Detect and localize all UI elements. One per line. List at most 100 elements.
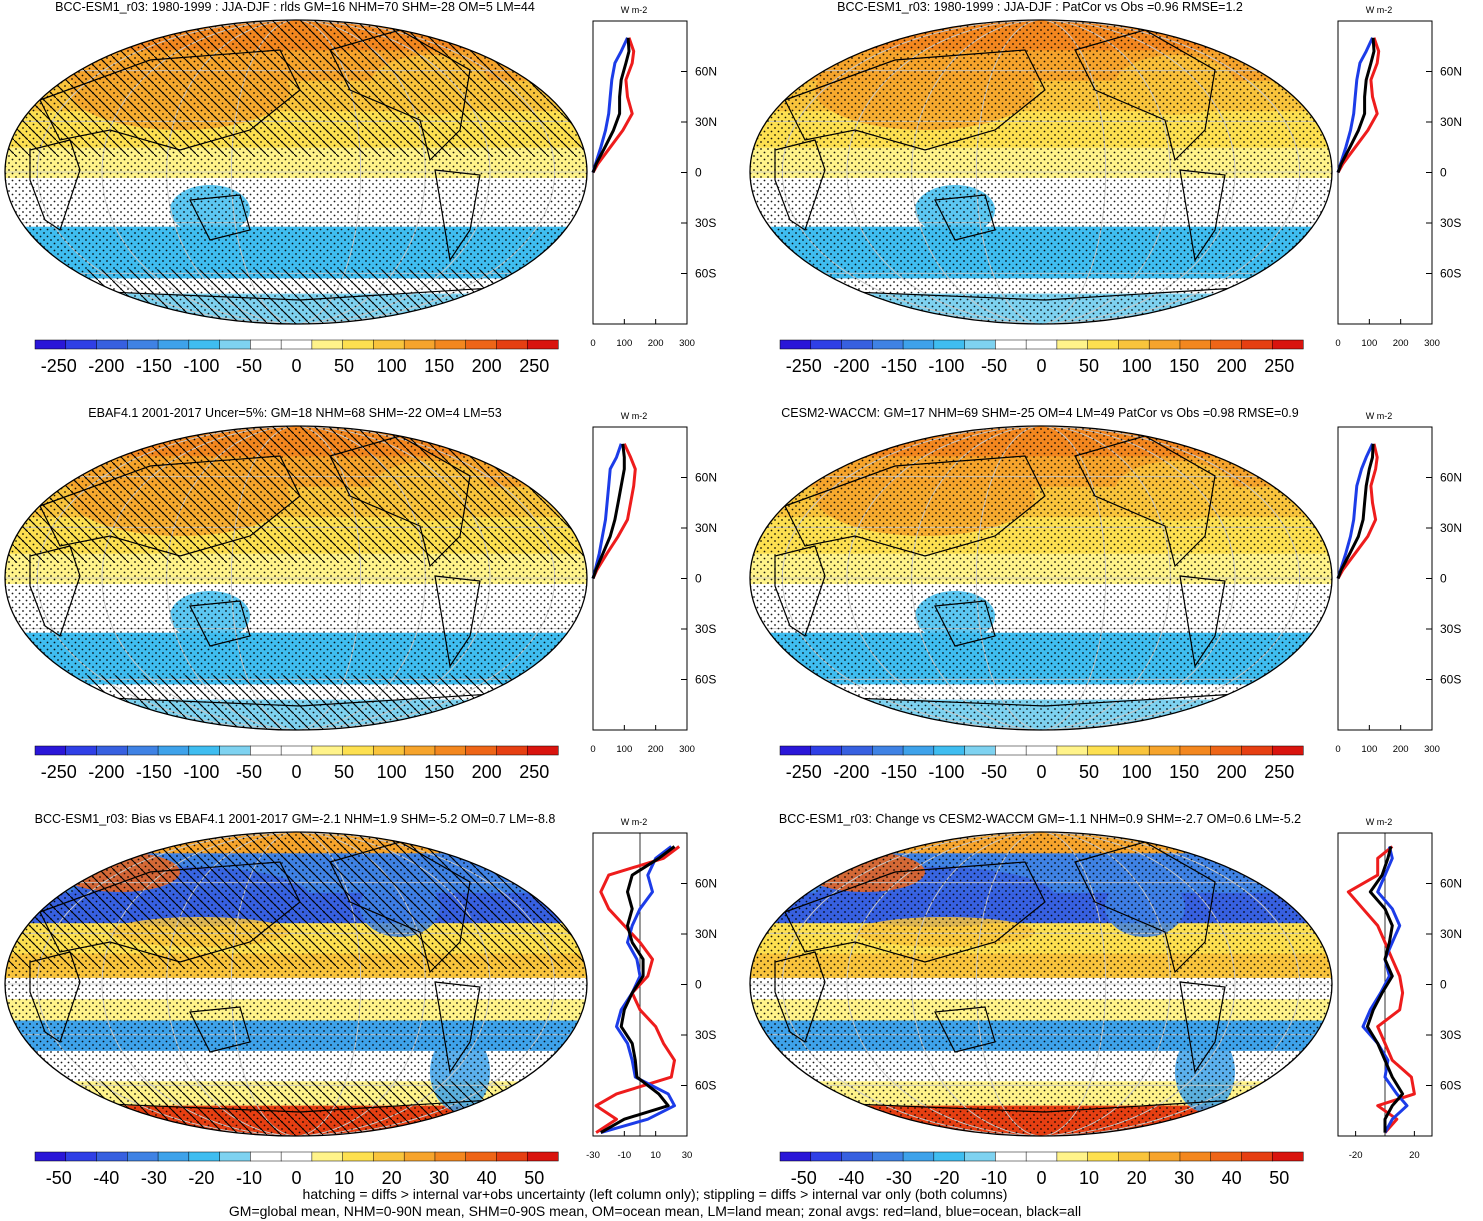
lat-tick-label: 30N	[695, 521, 717, 535]
profile-x-tick-label: -10	[617, 1150, 631, 1161]
colorbar-swatch	[526, 745, 559, 756]
profile-x-tick-label: 30	[682, 1150, 693, 1161]
colorbar-tick-label: -250	[786, 356, 822, 376]
colorbar-swatch	[810, 745, 843, 756]
panel-graphic: W m-2 60N 30N 0 30S 60S 0 100 200 300 -250 -200 -150…	[4, 5, 717, 376]
colorbar-swatch	[1118, 339, 1150, 350]
colorbar-swatch	[219, 339, 251, 350]
colorbar-swatch	[1148, 339, 1181, 350]
lat-tick-label: 60S	[1440, 267, 1461, 281]
profile-x-tick-label: 200	[1393, 338, 1409, 349]
colorbar-swatch	[434, 1151, 467, 1162]
colorbar-swatch	[373, 745, 405, 756]
profile-unit-label: W m-2	[1366, 5, 1393, 15]
colorbar-swatch	[373, 339, 405, 350]
colorbar-swatch	[496, 745, 528, 756]
colorbar-tick-label: 150	[1169, 762, 1199, 782]
colorbar-tick-label: 50	[334, 356, 354, 376]
colorbar-swatch	[872, 745, 904, 756]
panel-graphic: W m-2 60N 30N 0 30S 60S -30 -10 10 30 -50 -40 -30 -20…	[4, 817, 717, 1188]
colorbar-tick-label: -30	[141, 1168, 167, 1188]
stippling-overlay	[750, 832, 1332, 1136]
map-field	[750, 426, 1332, 730]
colorbar-tick-label: 200	[472, 356, 502, 376]
colorbar-tick-label: 10	[334, 1168, 354, 1188]
colorbar-swatch	[127, 1151, 159, 1162]
profile-frame	[1337, 426, 1433, 731]
profile-unit-label: W m-2	[621, 411, 648, 421]
colorbar-swatch	[157, 339, 190, 350]
colorbar-swatch	[219, 745, 251, 756]
colorbar-tick-label: 200	[472, 762, 502, 782]
colorbar-tick-label: 0	[291, 762, 301, 782]
colorbar-tick-label: -250	[41, 356, 77, 376]
colorbar-tick-label: -250	[786, 762, 822, 782]
colorbar-swatch	[342, 745, 374, 756]
colorbar-swatch	[995, 339, 1027, 350]
colorbar-swatch	[434, 745, 467, 756]
colorbar: -50 -40 -30 -20 -10 0 10 20 30 40 50	[779, 1151, 1304, 1188]
colorbar-swatch	[280, 339, 313, 350]
profile-unit-label: W m-2	[621, 5, 648, 15]
lat-tick-label: 30N	[695, 115, 717, 129]
caption-line-2: GM=global mean, NHM=0-90N mean, SHM=0-90…	[228, 1203, 1082, 1219]
profile-x-tick-label: -30	[586, 1150, 600, 1161]
lat-tick-label: 0	[1440, 978, 1447, 992]
profile-x-tick-label: -20	[1349, 1150, 1363, 1161]
profile-unit-label: W m-2	[1366, 411, 1393, 421]
colorbar-swatch	[872, 1151, 904, 1162]
colorbar-swatch	[1271, 745, 1304, 756]
colorbar-tick-label: 100	[1122, 762, 1152, 782]
profile-series-ocean	[1336, 37, 1374, 173]
colorbar-tick-label: -40	[93, 1168, 119, 1188]
lat-tick-label: 60N	[695, 471, 717, 485]
lat-tick-label: 30N	[1440, 521, 1462, 535]
colorbar-tick-label: 50	[1079, 762, 1099, 782]
profile-unit-label: W m-2	[1366, 817, 1393, 827]
panel-graphic: W m-2 60N 30N 0 30S 60S -20 20 -50 -40 -30 -20 -10 0 1…	[749, 817, 1462, 1188]
colorbar-swatch	[96, 745, 128, 756]
panel-title: BCC-ESM1_r03: 1980-1999 : JJA-DJF : rlds…	[55, 0, 535, 14]
colorbar-swatch	[1241, 1151, 1273, 1162]
profile-x-tick-label: 200	[648, 744, 664, 755]
colorbar-tick-label: -150	[136, 762, 172, 782]
lat-tick-label: 60N	[1440, 471, 1462, 485]
map-field	[750, 832, 1332, 1136]
figure-caption: hatching = diffs > internal var+obs unce…	[0, 1186, 1310, 1220]
colorbar-tick-label: 50	[1079, 356, 1099, 376]
lat-tick-label: 60N	[695, 65, 717, 79]
profile-frame	[592, 20, 688, 325]
colorbar-swatch	[964, 745, 996, 756]
map-field	[5, 20, 587, 324]
lat-tick-label: 30N	[695, 927, 717, 941]
colorbar-swatch	[1056, 745, 1089, 756]
panel-3: EBAF4.1 2001-2017 Uncer=5%: GM=18 NHM=68…	[0, 406, 740, 811]
profile-x-tick-label: 0	[590, 744, 595, 755]
map-outline	[4, 831, 588, 1137]
lat-tick-label: 0	[1440, 166, 1447, 180]
colorbar-tick-label: 0	[1036, 762, 1046, 782]
panel-1: BCC-ESM1_r03: 1980-1999 : JJA-DJF : rlds…	[0, 0, 740, 405]
panel-title: BCC-ESM1_r03: Bias vs EBAF4.1 2001-2017 …	[34, 812, 556, 826]
colorbar-tick-label: 250	[1264, 356, 1294, 376]
colorbar-tick-label: 150	[1169, 356, 1199, 376]
colorbar-tick-label: -150	[881, 356, 917, 376]
lat-tick-label: 0	[695, 978, 702, 992]
colorbar-tick-label: 150	[424, 356, 454, 376]
colorbar: -250 -200 -150 -100 -50 0 50 100 150 200 250	[34, 339, 559, 376]
hatching-overlay	[5, 675, 587, 730]
profile-series-all	[591, 443, 626, 579]
colorbar-swatch	[779, 1151, 812, 1162]
panel-title: EBAF4.1 2001-2017 Uncer=5%: GM=18 NHM=68…	[88, 406, 502, 420]
panel-2: BCC-ESM1_r03: 1980-1999 : JJA-DJF : PatC…	[745, 0, 1483, 405]
lat-tick-label: 60N	[1440, 877, 1462, 891]
colorbar-swatch	[403, 1151, 436, 1162]
colorbar-swatch	[373, 1151, 405, 1162]
profile-x-tick-label: 100	[1361, 744, 1377, 755]
profile-unit-label: W m-2	[621, 817, 648, 827]
lat-tick-label: 0	[695, 166, 702, 180]
colorbar-swatch	[841, 745, 873, 756]
colorbar-tick-label: 30	[1174, 1168, 1194, 1188]
colorbar-tick-label: -50	[981, 356, 1007, 376]
lat-tick-label: 60S	[695, 673, 716, 687]
